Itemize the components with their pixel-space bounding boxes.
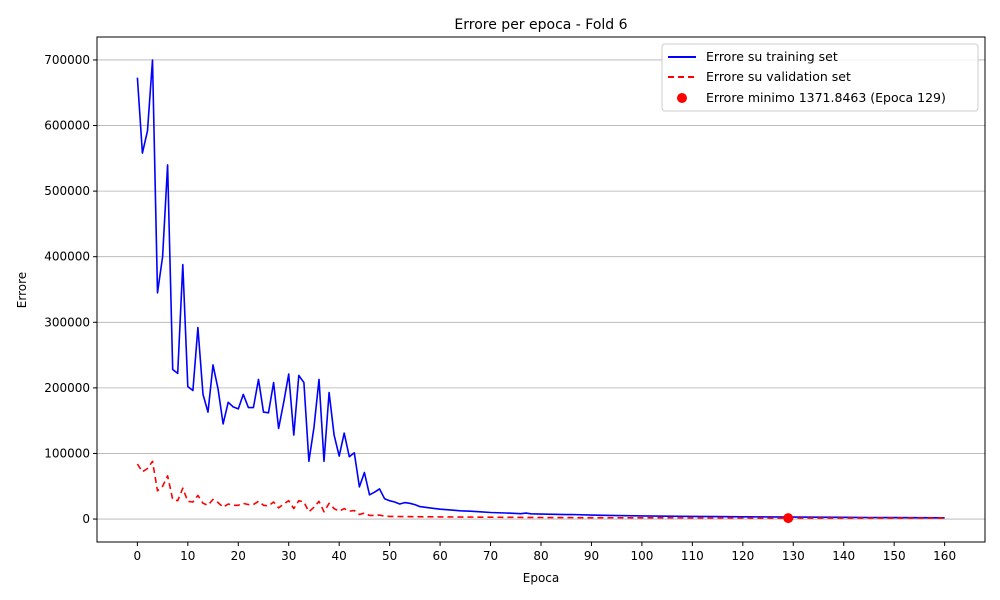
x-tick-label: 80 <box>533 549 548 563</box>
x-tick-label: 70 <box>483 549 498 563</box>
x-axis-title: Epoca <box>523 571 560 585</box>
chart-title: Errore per epoca - Fold 6 <box>454 17 627 33</box>
y-tick-label: 100000 <box>44 446 90 460</box>
y-axis: 0 100000 200000 300000 400000 500000 600000 700… <box>44 53 97 526</box>
legend: Errore su training set Errore su validat… <box>661 43 979 112</box>
y-axis-title: Errore <box>15 272 29 308</box>
x-tick-label: 140 <box>832 549 855 563</box>
legend-label-training: Errore su training set <box>706 49 838 64</box>
x-tick-label: 150 <box>883 549 906 563</box>
x-tick-label: 60 <box>432 549 447 563</box>
x-tick-label: 50 <box>382 549 397 563</box>
y-tick-label: 500000 <box>44 184 90 198</box>
x-tick-label: 30 <box>281 549 296 563</box>
x-tick-label: 160 <box>933 549 956 563</box>
x-tick-label: 110 <box>681 549 704 563</box>
x-tick-label: 10 <box>180 549 195 563</box>
legend-label-minimum: Errore minimo 1371.8463 (Epoca 129) <box>706 90 946 105</box>
minimum-error-point <box>783 513 794 524</box>
y-grid <box>97 59 985 520</box>
y-tick-label: 300000 <box>44 315 90 329</box>
x-tick-label: 120 <box>731 549 754 563</box>
legend-label-validation: Errore su validation set <box>706 69 851 84</box>
y-tick-label: 0 <box>82 512 90 526</box>
x-tick-label: 130 <box>782 549 805 563</box>
legend-swatch-minimum <box>677 93 687 103</box>
plot-frame <box>96 36 986 543</box>
legend-box <box>661 43 979 112</box>
x-tick-label: 20 <box>231 549 246 563</box>
y-tick-label: 600000 <box>44 119 90 133</box>
series-layer <box>136 59 945 524</box>
y-tick-label: 200000 <box>44 381 90 395</box>
x-axis: 0 10 20 30 40 50 60 70 80 90 100 110 120 130 140 150 160 <box>134 542 956 563</box>
y-tick-label: 400000 <box>44 250 90 264</box>
x-tick-label: 40 <box>332 549 347 563</box>
y-tick-label: 700000 <box>44 53 90 67</box>
training-error-line <box>136 59 945 519</box>
x-tick-label: 100 <box>630 549 653 563</box>
validation-error-line <box>136 460 945 519</box>
x-tick-label: 0 <box>134 549 142 563</box>
x-tick-label: 90 <box>584 549 599 563</box>
